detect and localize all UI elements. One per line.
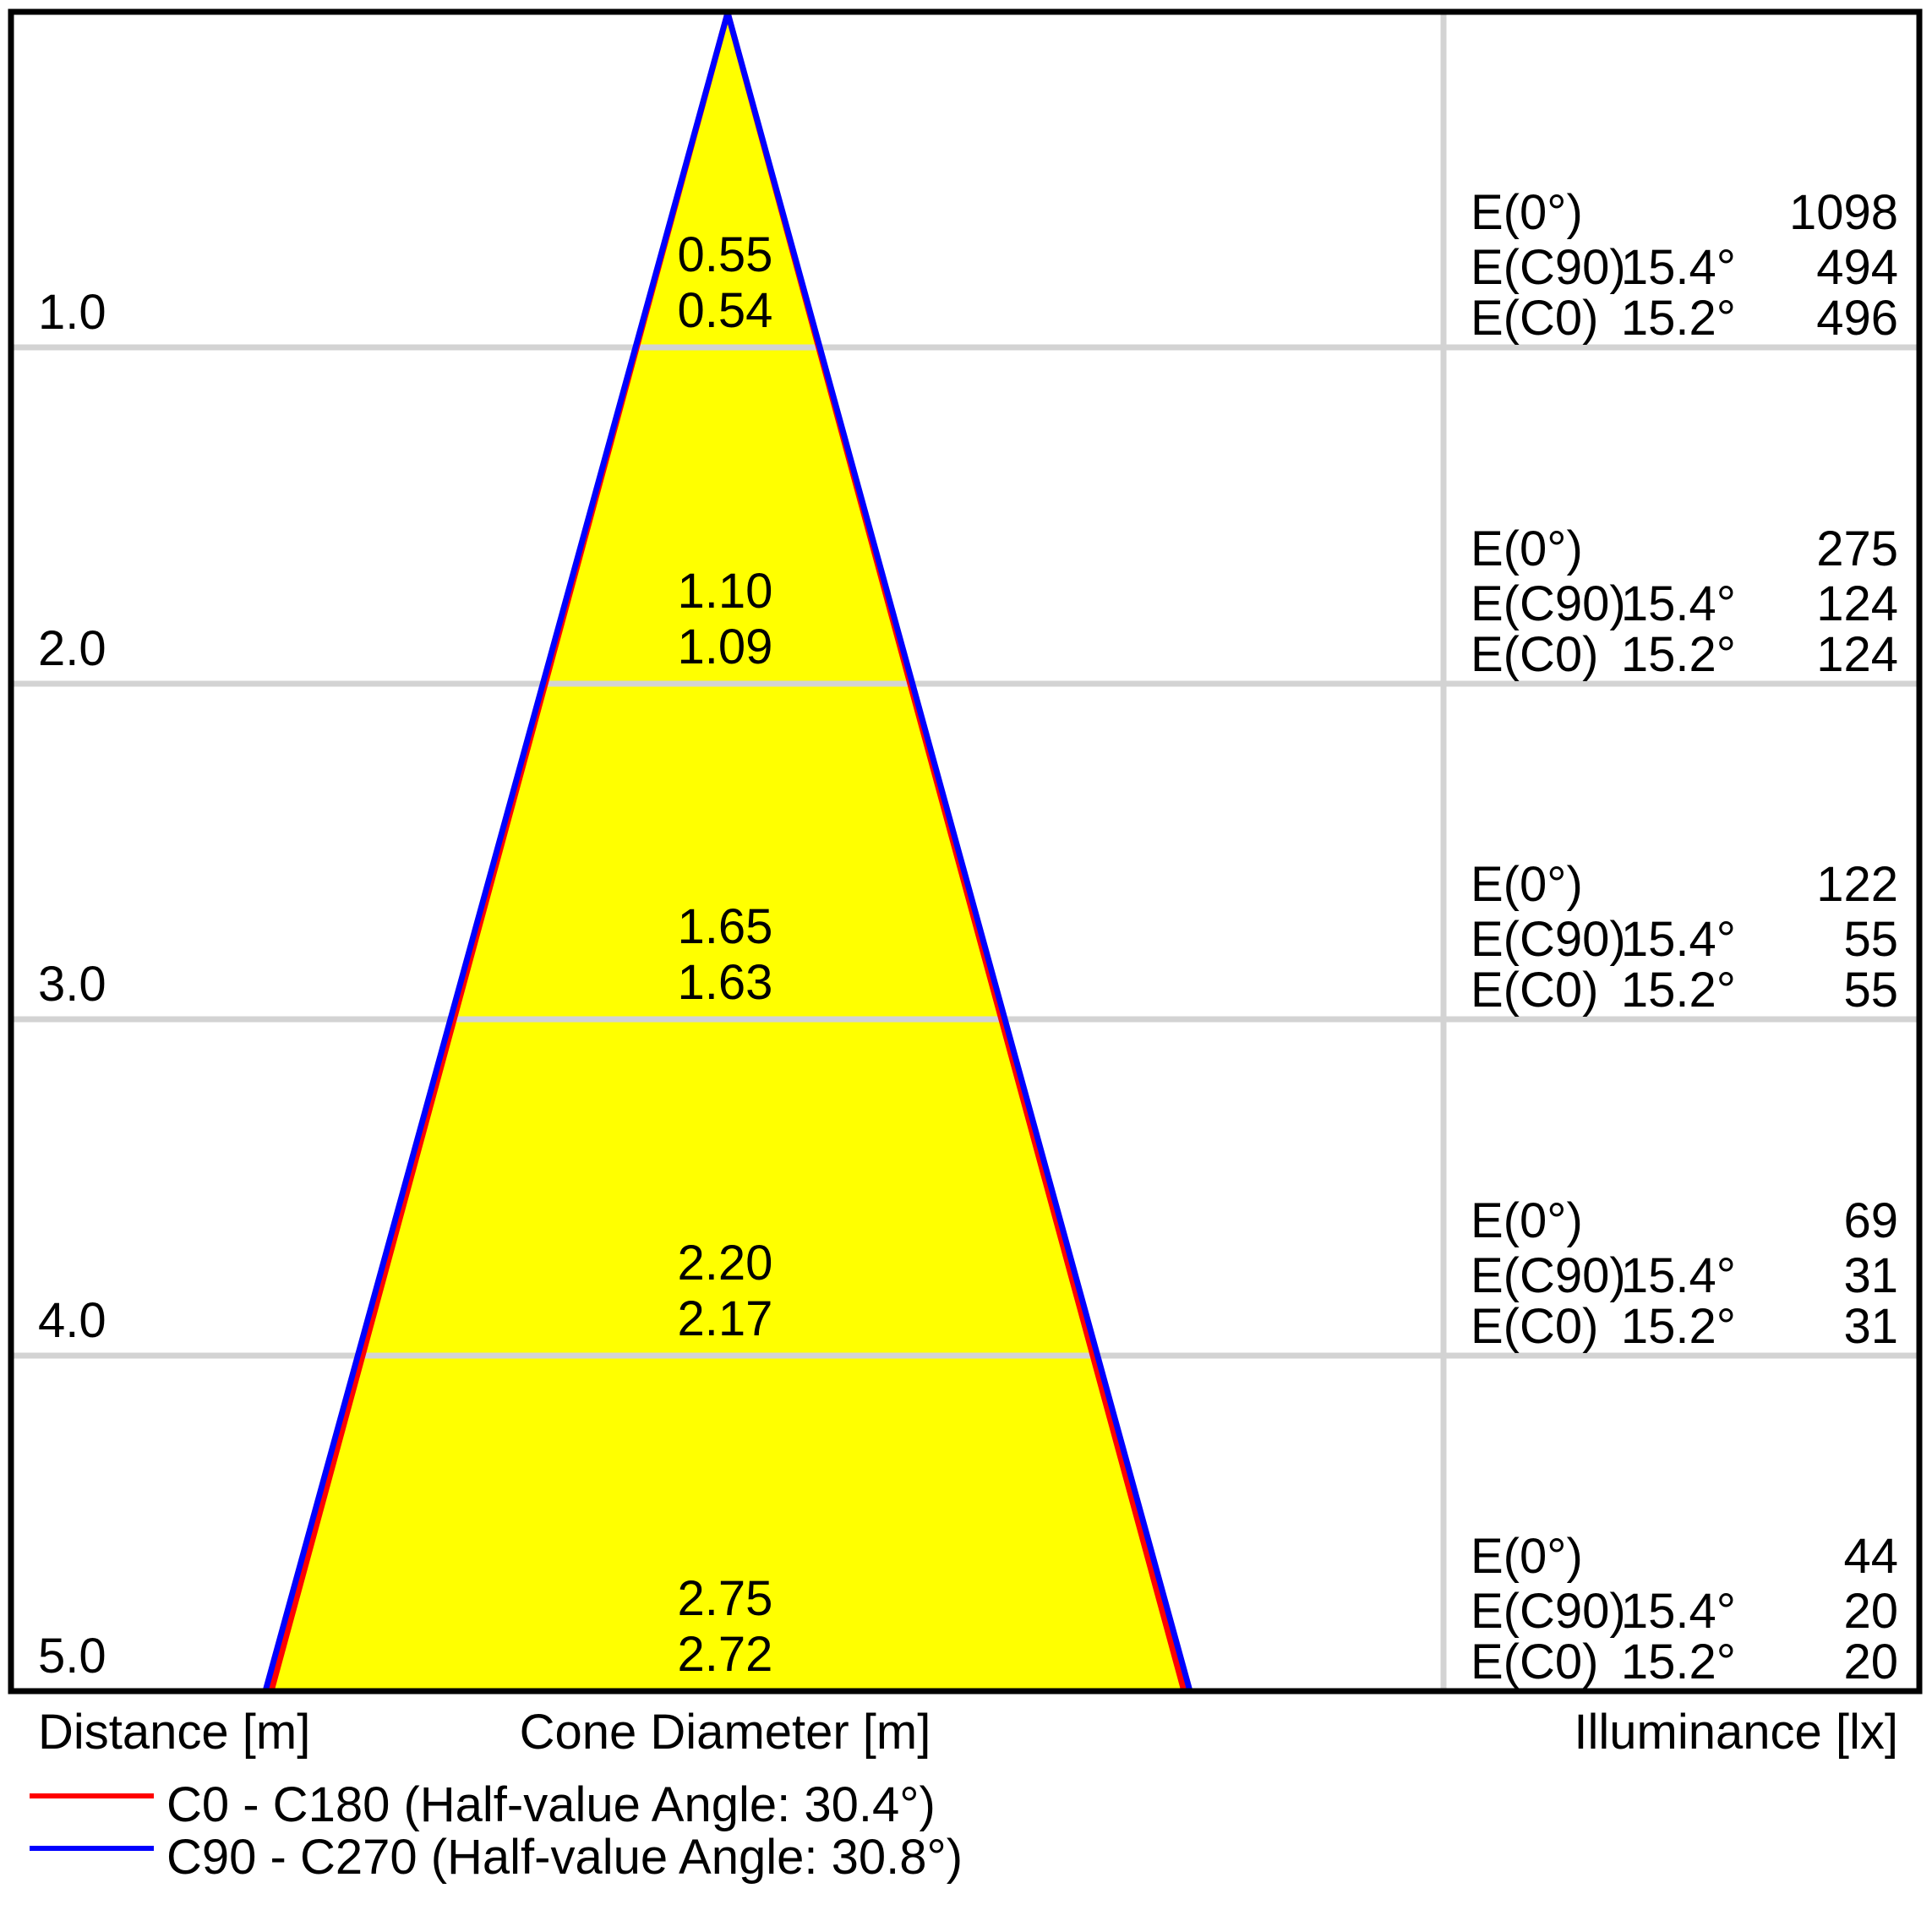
illuminance-value: 275	[1816, 521, 1898, 576]
half-angle-value: 15.4°	[1620, 576, 1736, 631]
half-angle-value: 15.2°	[1620, 1635, 1736, 1689]
illuminance-value: 124	[1816, 576, 1898, 631]
c90-c270-cone-outline	[262, 12, 1193, 1692]
half-angle-value: 15.4°	[1620, 1584, 1736, 1639]
illuminance-label: E(0°)	[1471, 521, 1583, 576]
illuminance-label: E(C0)	[1471, 1299, 1599, 1354]
half-angle-value: 15.2°	[1620, 1299, 1736, 1354]
illuminance-value: 31	[1843, 1248, 1898, 1303]
cone-diameter-value-c90: 2.75	[677, 1571, 773, 1626]
illuminance-value: 55	[1843, 963, 1898, 1018]
illuminance-label: E(0°)	[1471, 185, 1583, 240]
illuminance-value: 31	[1843, 1299, 1898, 1354]
illuminance-label: E(C90)	[1471, 1584, 1626, 1639]
illuminance-label: E(C90)	[1471, 912, 1626, 967]
half-angle-value: 15.4°	[1620, 240, 1736, 295]
illuminance-label: E(C0)	[1471, 963, 1599, 1018]
c90-cone-edge-left	[262, 12, 731, 1692]
cone-diameter-value-c0: 1.63	[677, 955, 773, 1010]
illuminance-label: E(0°)	[1471, 857, 1583, 912]
c0-c180-legend-label: C0 - C180 (Half-value Angle: 30.4°)	[166, 1777, 936, 1832]
illuminance-label: E(C0)	[1471, 627, 1599, 682]
illuminance-label: E(C90)	[1471, 240, 1626, 295]
distance-label: 4.0	[38, 1293, 106, 1348]
cone-diameter-value-c0: 0.54	[677, 283, 773, 338]
illuminance-label: E(0°)	[1471, 1193, 1583, 1248]
illuminance-value: 20	[1843, 1635, 1898, 1689]
distance-axis-label: Distance [m]	[38, 1705, 311, 1760]
cone-diameter-value-c90: 1.65	[677, 899, 773, 954]
illuminance-value: 124	[1816, 627, 1898, 682]
distance-label: 1.0	[38, 285, 106, 340]
distance-gridlines	[11, 12, 1919, 1691]
half-angle-value: 15.4°	[1620, 912, 1736, 967]
cone-diameter-axis-label: Cone Diameter [m]	[519, 1705, 931, 1760]
half-angle-value: 15.2°	[1620, 963, 1736, 1018]
illuminance-label: E(C90)	[1471, 576, 1626, 631]
illuminance-value: 494	[1816, 240, 1898, 295]
illuminance-label: E(C0)	[1471, 1635, 1599, 1689]
illuminance-label: E(0°)	[1471, 1529, 1583, 1584]
illuminance-value: 69	[1843, 1193, 1898, 1248]
cone-diameter-value-c0: 2.72	[677, 1627, 773, 1682]
c0-c180-legend-line	[30, 1793, 154, 1798]
illuminance-value: 1098	[1788, 185, 1898, 240]
c90-c270-legend-line	[30, 1846, 154, 1851]
illuminance-value: 20	[1843, 1584, 1898, 1639]
illuminance-axis-label: Illuminance [lx]	[1574, 1705, 1898, 1760]
half-angle-value: 15.4°	[1620, 1248, 1736, 1303]
distance-label: 2.0	[38, 621, 106, 676]
c90-cone-edge-right	[724, 12, 1193, 1692]
cone-diameter-value-c0: 2.17	[677, 1291, 773, 1346]
illuminance-value: 122	[1816, 857, 1898, 912]
illuminance-value: 496	[1816, 291, 1898, 346]
illuminance-value: 55	[1843, 912, 1898, 967]
cone-fill	[265, 13, 1190, 1691]
chart-border	[8, 8, 1923, 1695]
cone-diameter-value-c0: 1.09	[677, 619, 773, 674]
distance-label: 3.0	[38, 957, 106, 1012]
cone-diameter-value-c90: 2.20	[677, 1236, 773, 1291]
illuminance-label: E(C90)	[1471, 1248, 1626, 1303]
half-angle-value: 15.2°	[1620, 627, 1736, 682]
cone-diameter-value-c90: 1.10	[677, 564, 773, 619]
distance-label: 5.0	[38, 1629, 106, 1684]
half-angle-value: 15.2°	[1620, 291, 1736, 346]
cone-diameter-value-c90: 0.55	[677, 227, 773, 282]
illuminance-value: 44	[1843, 1529, 1898, 1584]
c90-c270-legend-label: C90 - C270 (Half-value Angle: 30.8°)	[166, 1830, 963, 1885]
illuminance-label: E(C0)	[1471, 291, 1599, 346]
